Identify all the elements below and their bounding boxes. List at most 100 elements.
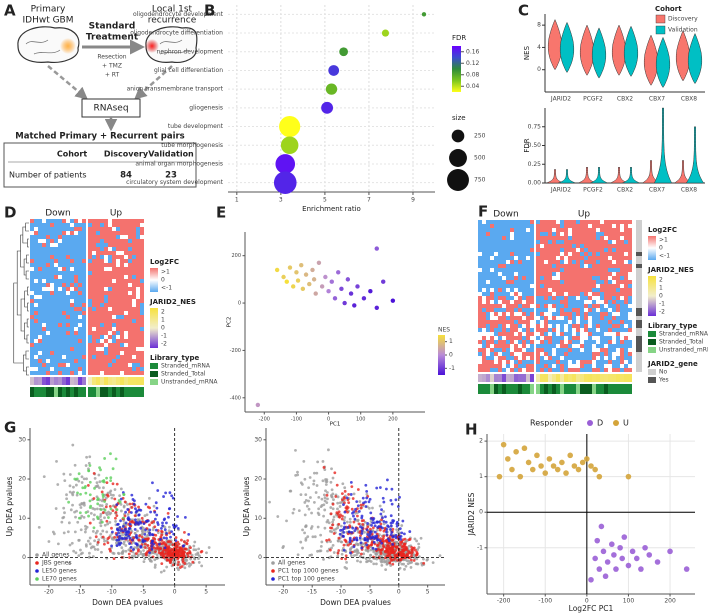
heatmap-cell (100, 235, 104, 239)
heatmap-cell (510, 252, 514, 256)
heatmap-cell (82, 271, 86, 275)
heatmap-cell (62, 339, 66, 343)
gene-point (376, 552, 379, 555)
library-annotation (510, 384, 514, 394)
gene-point (89, 542, 92, 545)
heatmap-cell (612, 368, 616, 372)
gene-annotation (636, 264, 642, 268)
heatmap-cell (478, 260, 482, 264)
heatmap-cell (74, 347, 78, 351)
heatmap-cell (38, 259, 42, 263)
heatmap-cell (128, 291, 132, 295)
gene-point (372, 556, 375, 559)
heatmap-cell (116, 355, 120, 359)
heatmap-cell (548, 340, 552, 344)
gene-point (177, 527, 180, 530)
heatmap-cell (522, 316, 526, 320)
heatmap-cell (592, 352, 596, 356)
heatmap-cell (70, 267, 74, 271)
heatmap-cell (548, 360, 552, 364)
heatmap-cell (46, 239, 50, 243)
heatmap-cell (510, 260, 514, 264)
gene-point (99, 504, 102, 507)
heatmap-cell (482, 244, 486, 248)
heatmap-cell (580, 272, 584, 276)
heatmap-cell (78, 319, 82, 323)
heatmap-cell (540, 292, 544, 296)
heatmap-cell (70, 271, 74, 275)
heatmap-cell (498, 240, 502, 244)
heatmap-cell (116, 271, 120, 275)
heatmap-cell (588, 248, 592, 252)
heatmap-cell (616, 264, 620, 268)
gene-point (393, 558, 396, 561)
heatmap-cell (584, 268, 588, 272)
heatmap-cell (132, 307, 136, 311)
gene-point (109, 489, 112, 492)
heatmap-cell (628, 272, 632, 276)
nes-annotation (518, 374, 522, 382)
y-tick-label: -400 (230, 395, 241, 401)
heatmap-cell (100, 335, 104, 339)
heatmap-cell (82, 275, 86, 279)
gene-point (81, 475, 84, 478)
gene-point (116, 483, 119, 486)
heatmap-cell (58, 307, 62, 311)
heatmap-cell (46, 327, 50, 331)
heatmap-cell (588, 236, 592, 240)
heatmap-cell (34, 339, 38, 343)
heatmap-cell (116, 327, 120, 331)
heatmap-cell (38, 323, 42, 327)
heatmap-cell (530, 344, 534, 348)
heatmap-cell (604, 324, 608, 328)
panel-letter: G (4, 419, 16, 437)
heatmap-cell (482, 260, 486, 264)
gene-point (326, 550, 329, 553)
heatmap-cell (498, 328, 502, 332)
gene-point (347, 501, 350, 504)
heatmap-cell (478, 272, 482, 276)
heatmap-cell (128, 283, 132, 287)
heatmap-cell (620, 316, 624, 320)
gene-point (327, 448, 330, 451)
gene-point (93, 539, 96, 542)
heatmap-cell (572, 344, 576, 348)
heatmap-cell (108, 331, 112, 335)
heatmap-cell (96, 219, 100, 223)
heatmap-cell (572, 252, 576, 256)
heatmap-cell (624, 344, 628, 348)
heatmap-cell (486, 228, 490, 232)
heatmap-cell (38, 359, 42, 363)
heatmap-cell (128, 335, 132, 339)
heatmap-cell (620, 292, 624, 296)
point (355, 284, 359, 288)
heatmap-cell (580, 324, 584, 328)
gene-point (134, 528, 137, 531)
heatmap-cell (564, 324, 568, 328)
heatmap-cell (526, 360, 530, 364)
y-axis-label: Up DEA pvalues (242, 477, 251, 537)
library-annotation (568, 384, 572, 394)
heatmap-cell (568, 236, 572, 240)
heatmap-cell (74, 267, 78, 271)
heatmap-cell (88, 351, 92, 355)
heatmap-cell (612, 344, 616, 348)
gene-point (162, 495, 165, 498)
heatmap-cell (136, 291, 140, 295)
heatmap-cell (88, 295, 92, 299)
heatmap-cell (604, 352, 608, 356)
heatmap-cell (600, 252, 604, 256)
heatmap-cell (548, 288, 552, 292)
heatmap-cell (50, 335, 54, 339)
heatmap-cell (82, 331, 86, 335)
heatmap-cell (96, 271, 100, 275)
heatmap-cell (30, 279, 34, 283)
gene-point (145, 554, 148, 557)
heatmap-cell (128, 247, 132, 251)
heatmap-cell (502, 368, 506, 372)
legend-label: All genes (42, 552, 69, 559)
heatmap-cell (612, 312, 616, 316)
heatmap-cell (92, 303, 96, 307)
gene-point (89, 464, 92, 467)
heatmap-cell (136, 223, 140, 227)
